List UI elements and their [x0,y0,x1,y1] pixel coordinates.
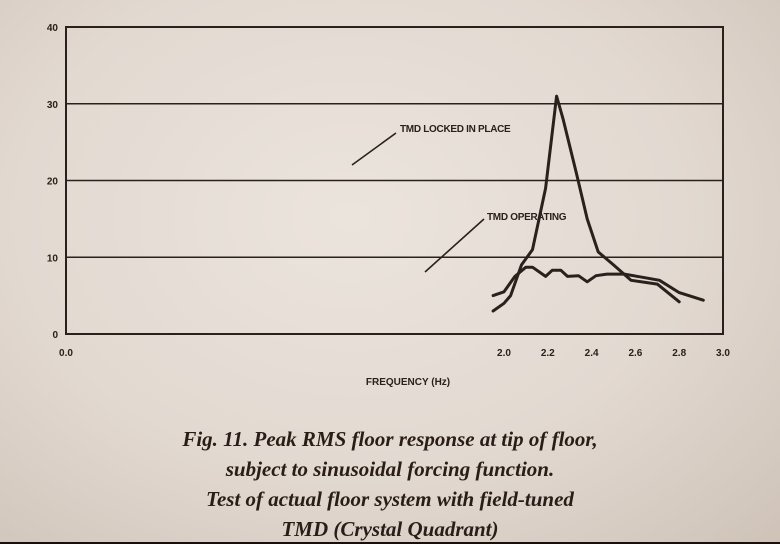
x-tick-label: 2.4 [585,348,599,359]
grid-layer [66,102,723,259]
figure-caption: Fig. 11. Peak RMS floor response at tip … [0,424,780,544]
x-tick-label: 2.6 [628,348,642,359]
y-tick-label: 10 [47,253,59,264]
series-layer [491,94,705,313]
x-tick-label: 2.0 [497,348,511,359]
x-tick-label: 2.8 [672,348,686,359]
operating-leader-line [424,218,485,273]
y-tick-label: 20 [47,177,59,188]
x-tick-label: 0.0 [59,348,73,359]
caption-line-4: TMD (Crystal Quadrant) [281,517,499,541]
x-tick-label: 3.0 [716,348,730,359]
y-tick-label: 0 [52,330,58,341]
y-tick-labels: 0 10 20 30 40 [47,23,59,341]
response-chart: 0 10 20 30 40 0.0 2.0 2.2 2.4 2.6 2.8 3.0 TMD LOCK… [47,23,731,388]
x-axis-title: FREQUENCY (Hz) [366,377,450,388]
x-tick-label: 2.2 [541,348,555,359]
x-tick-labels: 0.0 2.0 2.2 2.4 2.6 2.8 3.0 [59,348,730,359]
y-tick-label: 30 [47,100,59,111]
caption-line-3: Test of actual floor system with field-t… [206,487,574,511]
operating-annotation: TMD OPERATING [487,212,567,223]
locked-annotation: TMD LOCKED IN PLACE [400,124,511,135]
annotation-layer: TMD LOCKED IN PLACE TMD OPERATING [351,124,567,273]
locked-leader-line [351,132,397,166]
caption-line-2: subject to sinusoidal forcing function. [225,457,555,481]
y-tick-label: 40 [47,23,59,34]
plot-frame [65,26,724,335]
series-line-tmd-operating [491,265,705,302]
caption-line-1: Fig. 11. Peak RMS floor response at tip … [182,427,598,451]
